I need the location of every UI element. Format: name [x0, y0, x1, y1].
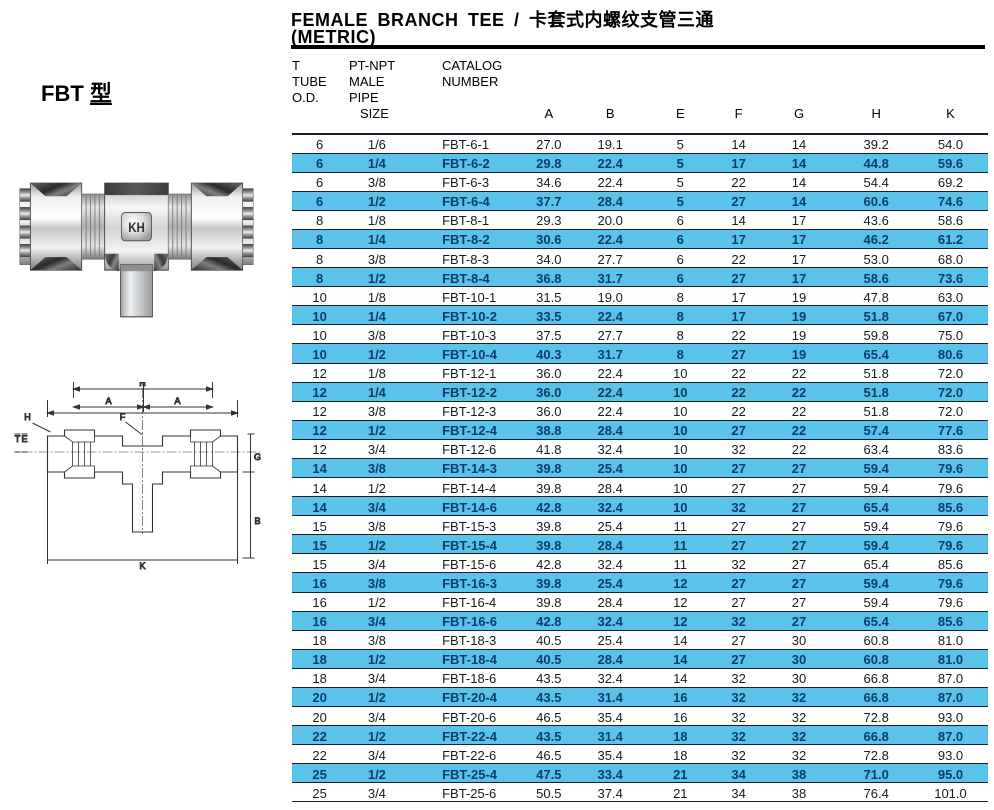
svg-text:T: T [15, 434, 21, 444]
svg-text:K: K [139, 561, 145, 571]
svg-text:A: A [174, 396, 180, 406]
svg-text:KH: KH [128, 219, 145, 235]
svg-text:A: A [105, 396, 111, 406]
svg-text:G: G [254, 452, 261, 462]
svg-text:E: E [21, 434, 27, 444]
svg-text:B: B [254, 516, 260, 526]
svg-text:H: H [24, 412, 31, 422]
svg-text:F: F [120, 412, 126, 422]
